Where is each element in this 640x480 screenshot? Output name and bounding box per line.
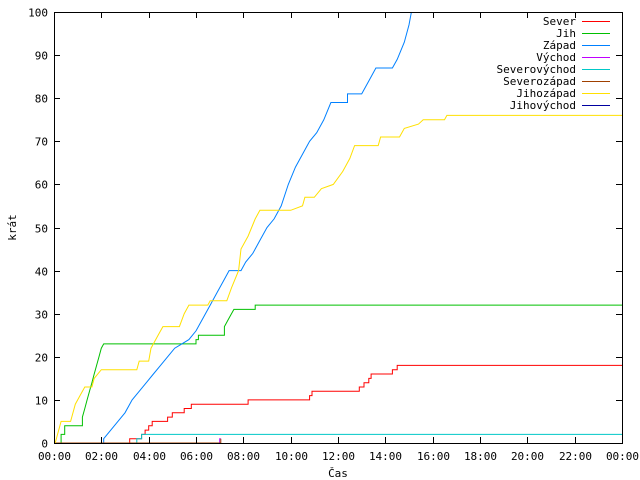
legend: SeverJihZápadVýchodSeverovýchodSeverozáp… [497,15,610,112]
series-line [54,114,622,444]
y-tick-label: 90 [35,50,48,63]
y-tick-label: 60 [35,179,48,192]
series-line [54,438,222,444]
x-tick-label: 22:00 [559,450,592,463]
legend-label: Severozápad [503,75,576,88]
x-tick-label: 14:00 [369,450,402,463]
y-tick-label: 80 [35,93,48,106]
x-tick-label: 12:00 [322,450,355,463]
legend-label: Jih [556,27,576,40]
series-line [54,438,221,444]
series-line [54,304,622,444]
y-tick-label: 100 [28,7,48,20]
y-tick-label: 10 [35,395,48,408]
x-tick-label: 02:00 [85,450,118,463]
legend-label: Západ [543,39,576,52]
legend-label: Jihovýchod [510,99,576,112]
series-line [54,11,412,444]
x-tick-label: 08:00 [227,450,260,463]
x-tick-label: 10:00 [275,450,308,463]
x-tick-label: 18:00 [464,450,497,463]
x-tick-label: 00:00 [38,450,71,463]
x-axis-label: Čas [328,467,348,480]
y-tick-label: 70 [35,136,48,149]
y-tick-label: 0 [41,438,48,451]
x-tick-label: 06:00 [180,450,213,463]
y-tick-label: 20 [35,352,48,365]
legend-label: Jihozápad [516,87,576,100]
legend-label: Východ [536,51,576,64]
x-tick-label: 00:00 [606,450,639,463]
y-tick-label: 50 [35,223,48,236]
x-tick-label: 20:00 [511,450,544,463]
x-tick-label: 16:00 [417,450,450,463]
y-tick-label: 40 [35,266,48,279]
ticks-layer: 0 10 20 30 40 50 60 70 80 90 100 00:00 02:00 04:00 06:… [28,7,639,464]
y-tick-label: 30 [35,309,48,322]
x-tick-label: 04:00 [133,450,166,463]
y-axis-label: krát [6,214,19,241]
series-line [54,364,622,444]
legend-label: Severovýchod [497,63,576,76]
legend-label: Sever [543,15,576,28]
